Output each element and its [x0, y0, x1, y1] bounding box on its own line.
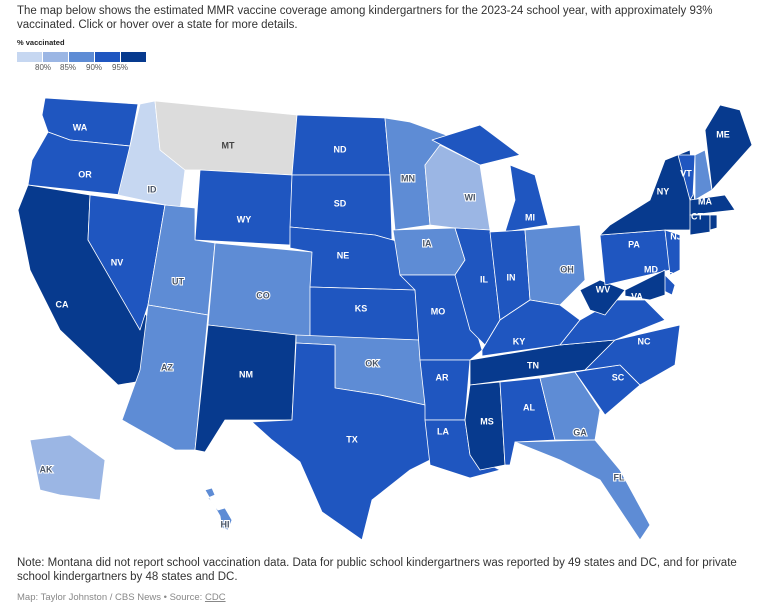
footnote: Note: Montana did not report school vacc… — [17, 557, 737, 583]
state-tx[interactable] — [251, 342, 431, 541]
legend-tick: 95% — [112, 63, 129, 72]
state-label: WV — [596, 284, 611, 294]
state-label: OK — [365, 358, 379, 368]
legend-ticks: 80% 85% 90% 95% — [17, 62, 147, 74]
legend-tick: 90% — [86, 63, 103, 72]
state-ct[interactable] — [689, 214, 711, 236]
state-wy[interactable] — [194, 169, 293, 246]
legend-title: % vaccinated — [17, 38, 65, 47]
state-mi[interactable] — [504, 164, 549, 233]
state-mi[interactable] — [431, 124, 521, 166]
state-label: MO — [431, 306, 446, 316]
state-az[interactable] — [121, 304, 209, 451]
state-label: ND — [334, 144, 347, 154]
state-label: AR — [436, 372, 449, 382]
state-label: VT — [680, 168, 692, 178]
legend-swatch — [121, 52, 146, 62]
state-label: MS — [480, 416, 494, 426]
legend-swatch — [95, 52, 120, 62]
state-label: AK — [40, 464, 53, 474]
legend-swatch — [17, 52, 42, 62]
state-label: ID — [148, 184, 158, 194]
state-label: WY — [237, 214, 252, 224]
state-ak[interactable] — [29, 434, 106, 501]
state-label: WA — [73, 122, 88, 132]
legend-swatch — [43, 52, 68, 62]
state-label: OH — [560, 264, 574, 274]
state-label: CT — [691, 211, 703, 221]
state-label: NM — [239, 369, 253, 379]
state-hi[interactable] — [204, 487, 233, 531]
intro-text: The map below shows the estimated MMR va… — [17, 5, 713, 31]
state-ia[interactable] — [392, 227, 466, 276]
state-label: TX — [346, 434, 358, 444]
state-label: TN — [527, 360, 539, 370]
state-label: LA — [437, 426, 449, 436]
state-label: ME — [716, 129, 730, 139]
state-label: VA — [631, 291, 643, 301]
state-ri[interactable] — [709, 214, 718, 231]
state-label: NC — [638, 336, 651, 346]
state-ks[interactable] — [309, 286, 421, 341]
legend-tick: 80% — [35, 63, 52, 72]
state-ma[interactable] — [689, 194, 736, 216]
legend-swatches — [17, 52, 147, 62]
state-label: KY — [513, 336, 526, 346]
state-oh[interactable] — [524, 224, 586, 306]
state-label: AL — [523, 402, 535, 412]
credit-text: Map: Taylor Johnston / CBS News • Source… — [17, 592, 205, 603]
state-label: HI — [221, 519, 230, 529]
state-label: CA — [56, 299, 69, 309]
state-nj[interactable] — [664, 229, 681, 276]
state-label: CO — [256, 290, 270, 300]
state-label: NY — [657, 186, 670, 196]
legend-swatch — [69, 52, 94, 62]
state-label: MI — [525, 212, 535, 222]
state-fl[interactable] — [514, 439, 651, 541]
state-label: AZ — [161, 362, 173, 372]
state-va[interactable] — [559, 299, 666, 346]
state-label: NE — [337, 250, 350, 260]
state-label: FL — [614, 472, 625, 482]
state-label: IA — [423, 238, 433, 248]
state-label: MA — [698, 196, 712, 206]
state-label: IL — [480, 274, 489, 284]
state-label: MD — [644, 264, 658, 274]
us-choropleth-map: WA OR CA NV ID MT WY UT AZ CO NM ND SD NE KS OK TX MN IA MO… — [17, 97, 753, 541]
state-vt[interactable] — [677, 154, 696, 201]
state-label: WI — [465, 192, 476, 202]
legend: % vaccinated 80% 85% 90% 95% — [17, 38, 147, 74]
state-md[interactable] — [624, 269, 666, 301]
state-label: OR — [78, 169, 92, 179]
state-label: DE — [668, 270, 681, 280]
state-ar[interactable] — [419, 359, 471, 421]
state-ky[interactable] — [481, 299, 581, 357]
state-nv[interactable] — [87, 194, 166, 331]
state-label: IN — [507, 272, 516, 282]
source-link[interactable]: CDC — [204, 592, 226, 603]
state-ga[interactable] — [539, 371, 601, 441]
state-wv[interactable] — [579, 279, 626, 316]
state-label: NV — [111, 257, 124, 267]
state-label: GA — [573, 427, 587, 437]
state-label: SD — [334, 198, 347, 208]
credit-line: Map: Taylor Johnston / CBS News • Source… — [17, 592, 226, 603]
state-label: MT — [222, 140, 235, 150]
legend-tick: 85% — [60, 63, 77, 72]
state-label: PA — [628, 239, 640, 249]
state-label: SC — [612, 372, 625, 382]
state-me[interactable] — [704, 104, 753, 191]
state-label: UT — [172, 276, 184, 286]
state-label: MN — [401, 173, 415, 183]
state-label: NJ — [670, 231, 682, 241]
state-label: KS — [355, 303, 368, 313]
